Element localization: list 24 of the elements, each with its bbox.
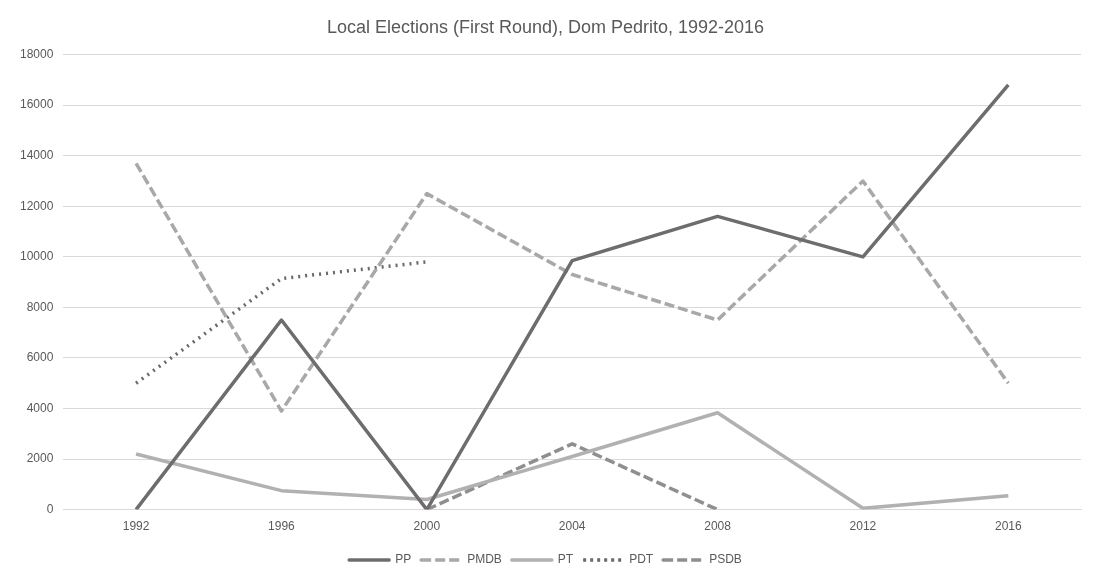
y-tick-label: 0 xyxy=(46,501,54,516)
x-tick-label: 2012 xyxy=(849,519,877,534)
y-tick-label: 10000 xyxy=(19,249,54,264)
legend-label: PDT xyxy=(629,552,654,567)
y-tick-label: 16000 xyxy=(19,97,54,112)
x-tick-label: 1996 xyxy=(268,519,296,534)
y-tick-label: 18000 xyxy=(19,46,54,61)
y-tick-label: 4000 xyxy=(26,400,54,415)
x-tick-label: 2008 xyxy=(704,519,732,534)
x-tick-label: 2004 xyxy=(558,519,586,534)
y-tick-label: 2000 xyxy=(26,451,54,466)
legend-label: PT xyxy=(557,552,574,567)
line-series xyxy=(134,161,1011,413)
y-tick-label: 6000 xyxy=(26,350,54,365)
x-tick-label: 2000 xyxy=(413,519,441,534)
y-tick-label: 12000 xyxy=(19,198,54,213)
x-tick-label: 2016 xyxy=(994,519,1022,534)
legend-label: PSDB xyxy=(709,552,742,567)
y-tick-label: 14000 xyxy=(19,148,54,163)
x-tick-label: 1992 xyxy=(122,519,150,534)
legend-label: PMDB xyxy=(467,552,502,567)
y-tick-label: 8000 xyxy=(26,299,54,314)
chart-title: Local Elections (First Round), Dom Pedrito, 1992-2016 xyxy=(326,16,765,37)
legend-label: PP xyxy=(395,552,412,567)
